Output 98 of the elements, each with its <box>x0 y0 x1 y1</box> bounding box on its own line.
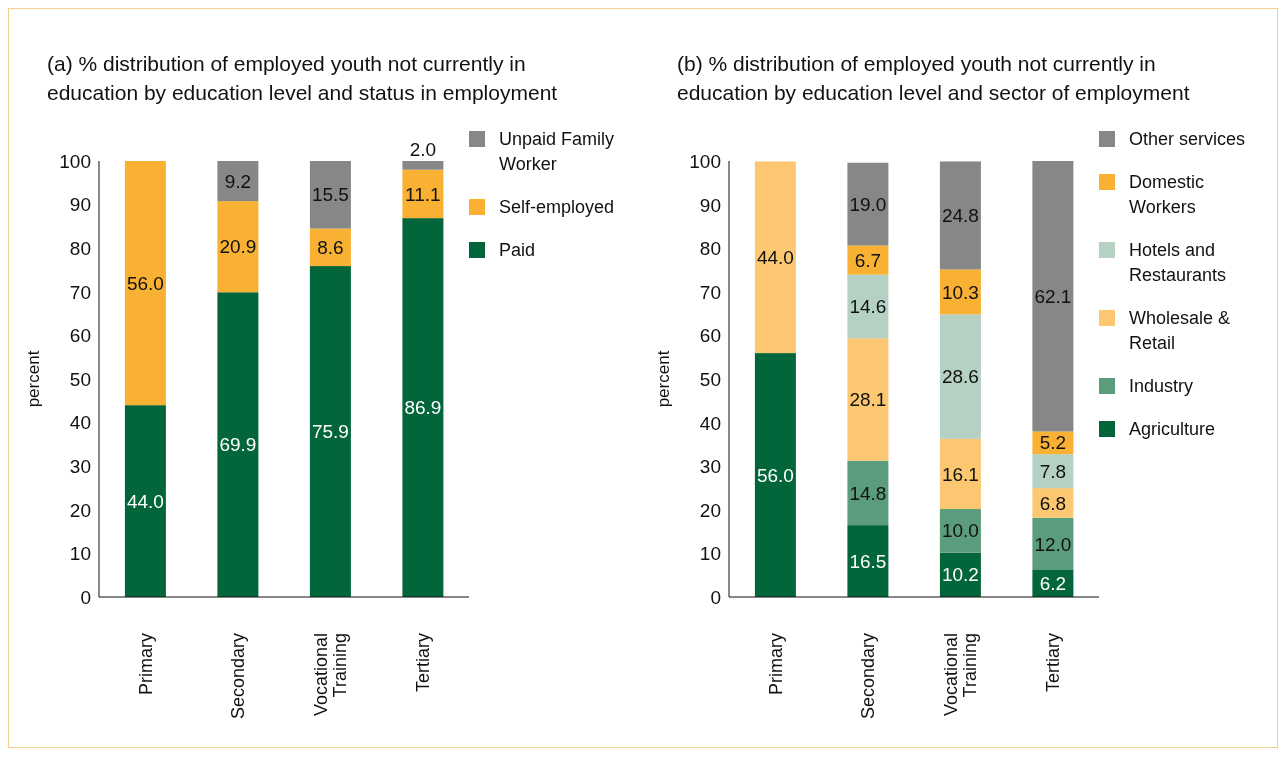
bar <box>847 338 889 461</box>
data-label: 10.2 <box>941 564 979 586</box>
bar <box>939 161 981 270</box>
y-tick-label: 70 <box>69 281 91 303</box>
data-label: 14.8 <box>849 482 887 504</box>
bar <box>217 292 259 597</box>
legend-label: Domestic Workers <box>1129 171 1205 219</box>
data-label: 6.2 <box>1039 573 1067 595</box>
data-label: 12.0 <box>1034 533 1072 555</box>
chart-title: (b) % distribution of employed youth not currently in education by education level and sector of employment <box>676 51 1191 106</box>
data-label: 7.8 <box>1039 460 1067 482</box>
data-label: 16.1 <box>941 463 979 485</box>
data-label: 75.9 <box>311 421 349 443</box>
data-label: 9.2 <box>224 170 252 192</box>
bar <box>847 162 889 246</box>
data-label: 20.9 <box>219 236 257 258</box>
data-label: 8.6 <box>317 236 344 258</box>
x-tick-label: Primary <box>135 633 156 695</box>
bar <box>402 169 444 219</box>
bar <box>309 161 351 229</box>
bar <box>847 460 889 526</box>
bar <box>754 161 796 354</box>
data-label: 6.7 <box>854 249 882 271</box>
y-tick-label: 90 <box>69 194 91 216</box>
x-tick-label: Tertiary <box>1043 633 1064 693</box>
data-label: 24.8 <box>941 205 979 227</box>
legend-label: Unpaid Family Worker <box>499 128 616 176</box>
y-tick-label: 10 <box>69 543 91 565</box>
y-tick-label: 40 <box>699 412 721 434</box>
bar <box>754 353 796 597</box>
legend-label: Self-employed <box>499 196 615 219</box>
bar <box>217 201 259 293</box>
x-tick-label: Vocational Training <box>311 633 351 717</box>
y-tick-label: 40 <box>69 412 91 434</box>
x-tick-label: Secondary <box>858 633 879 720</box>
y-tick-label: 100 <box>689 151 721 173</box>
x-tick-label: Tertiary <box>413 633 434 693</box>
bar <box>124 405 166 597</box>
bar <box>847 525 889 597</box>
data-label: 69.9 <box>219 434 257 456</box>
y-axis-title: percent <box>654 350 674 408</box>
y-tick-label: 60 <box>699 325 721 347</box>
y-tick-label: 10 <box>699 543 721 565</box>
y-tick-label: 80 <box>69 237 91 259</box>
legend-label: Industry <box>1129 375 1194 398</box>
legend-label: Wholesale & Retail <box>1129 307 1232 355</box>
data-label: 14.6 <box>849 296 887 318</box>
y-tick-label: 20 <box>699 499 721 521</box>
bar <box>309 266 351 597</box>
y-tick-label: 50 <box>69 368 91 390</box>
data-label: 56.0 <box>756 464 794 486</box>
data-label: 62.1 <box>1034 285 1072 307</box>
y-tick-label: 70 <box>699 281 721 303</box>
data-label: 16.5 <box>849 550 887 572</box>
chart-title: (a) % distribution of employed youth not currently in education by education level and status in employment <box>46 51 559 106</box>
bar <box>402 218 444 597</box>
data-label: 15.5 <box>311 184 349 206</box>
data-label: 44.0 <box>126 490 164 512</box>
x-tick-label: Vocational Training <box>941 633 981 717</box>
y-tick-label: 30 <box>699 456 721 478</box>
data-label: 44.0 <box>756 246 794 268</box>
bar <box>939 438 981 510</box>
bar <box>1032 517 1074 570</box>
data-label: 6.8 <box>1039 492 1067 514</box>
bar <box>847 274 889 339</box>
y-tick-label: 20 <box>69 499 91 521</box>
legend-label: Hotels and Restaurants <box>1129 239 1228 287</box>
y-tick-label: 30 <box>69 455 91 477</box>
y-tick-label: 60 <box>69 325 91 347</box>
bar <box>1032 161 1074 432</box>
bar <box>217 161 259 202</box>
data-label: 10.3 <box>941 281 979 303</box>
y-tick-label: 90 <box>699 194 721 216</box>
y-axis-title: percent <box>24 350 44 408</box>
data-label: 56.0 <box>126 272 164 294</box>
y-tick-label: 50 <box>699 368 721 390</box>
bar <box>847 245 889 275</box>
data-label: 28.1 <box>849 389 887 411</box>
x-tick-label: Primary <box>765 633 786 695</box>
legend-label: Agriculture <box>1129 418 1216 441</box>
data-label: 11.1 <box>405 183 441 205</box>
data-label: 2.0 <box>409 138 437 160</box>
data-label: 86.9 <box>404 397 442 419</box>
data-label: 19.0 <box>849 193 887 215</box>
bar <box>124 161 166 406</box>
data-label: 10.0 <box>941 520 979 542</box>
x-tick-label: Secondary <box>228 633 249 720</box>
bar <box>939 314 981 439</box>
legend-label: Other services <box>1129 128 1246 151</box>
y-tick-label: 0 <box>80 586 91 608</box>
data-label: 28.6 <box>941 366 979 388</box>
bar <box>1032 454 1074 489</box>
y-tick-label: 0 <box>710 586 721 608</box>
data-label: 5.2 <box>1039 432 1067 454</box>
legend-label: Paid <box>499 239 536 262</box>
bar <box>402 161 444 170</box>
y-tick-label: 80 <box>699 238 721 260</box>
y-tick-label: 100 <box>59 150 91 172</box>
